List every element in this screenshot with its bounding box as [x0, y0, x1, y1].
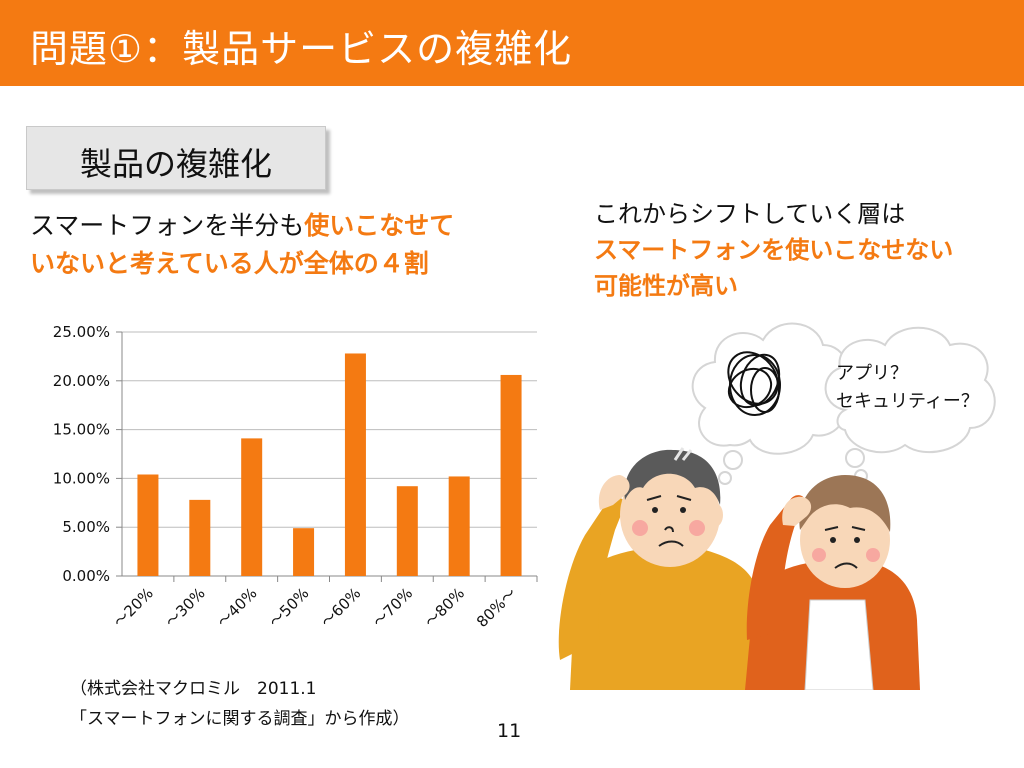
x-tick-label: ～70% — [369, 584, 416, 631]
woman-figure-icon — [745, 475, 920, 690]
x-tick-label: ～60% — [317, 584, 364, 631]
man-figure-icon — [558, 447, 765, 690]
source-line1: （株式会社マクロミル 2011.1 — [70, 679, 317, 699]
title-bar: 問題①：製品サービスの複雑化 — [0, 0, 1024, 86]
y-tick-label: 20.00% — [53, 372, 110, 390]
x-tick-label: ～80% — [421, 584, 468, 631]
y-tick-label: 5.00% — [62, 518, 110, 536]
thought-bubble-scribble — [691, 322, 849, 485]
bar-chart: 0.00%5.00%10.00%15.00%20.00%25.00% ～20% ～… — [53, 323, 538, 631]
y-tick-label: 15.00% — [53, 421, 110, 439]
slide-title: 問題①：製品サービスの複雑化 — [30, 27, 573, 71]
bar — [293, 528, 315, 576]
bar — [189, 499, 211, 576]
y-tick-label: 10.00% — [53, 469, 110, 487]
chart-y-tick-labels: 0.00% 5.00% 10.00% 15.00% 20.00% 25.00% — [53, 323, 110, 585]
chart-bars — [137, 353, 522, 576]
bubble-text: アプリ？ セキュリティー？ — [836, 360, 979, 416]
bar — [344, 353, 366, 576]
page-number: 11 — [497, 720, 522, 742]
bar — [500, 374, 522, 576]
chart-x-tick-labels: ～20% ～30% ～40% ～50% ～60% ～70% ～80% 80%～ — [110, 584, 520, 631]
section-label-box: 製品の複雑化 — [26, 126, 326, 190]
section-label: 製品の複雑化 — [79, 145, 272, 183]
y-tick-label: 25.00% — [53, 323, 110, 341]
source-note: （株式会社マクロミル 2011.1 「スマートフォンに関する調査」から作成） — [70, 674, 410, 734]
y-tick-label: 0.00% — [62, 567, 110, 585]
left-statement-highlight-2: いないと考えている人が全体の４割 — [30, 249, 429, 278]
right-statement-line1: これからシフトしていく層は — [594, 200, 906, 228]
right-statement-line3: 可能性が高い — [594, 272, 738, 300]
bubble-line-apps: アプリ？ — [836, 363, 908, 384]
x-tick-label: ～30% — [162, 584, 209, 631]
worried-couple-illustration — [558, 322, 996, 690]
right-statement-line2: スマートフォンを使いこなせない — [594, 236, 954, 264]
x-tick-label: 80%～ — [473, 584, 520, 631]
bar — [448, 476, 470, 576]
bar — [396, 486, 418, 576]
x-tick-label: ～50% — [265, 584, 312, 631]
thought-bubble-text — [824, 326, 996, 483]
left-statement-plain: スマートフォンを半分も — [30, 211, 305, 240]
bar — [137, 474, 159, 576]
scribble-icon — [727, 351, 781, 416]
x-tick-label: ～40% — [214, 584, 261, 631]
right-statement: これからシフトしていく層は スマートフォンを使いこなせない 可能性が高い — [594, 196, 1019, 304]
bar — [241, 438, 263, 576]
chart-grid — [116, 331, 538, 582]
left-statement-highlight-1: 使いこなせて — [304, 211, 455, 240]
left-statement: スマートフォンを半分も使いこなせて いないと考えている人が全体の４割 — [30, 207, 530, 283]
bubble-line-security: セキュリティー？ — [836, 391, 979, 412]
source-line2: 「スマートフォンに関する調査」から作成） — [70, 709, 410, 729]
x-tick-label: ～20% — [110, 584, 157, 631]
